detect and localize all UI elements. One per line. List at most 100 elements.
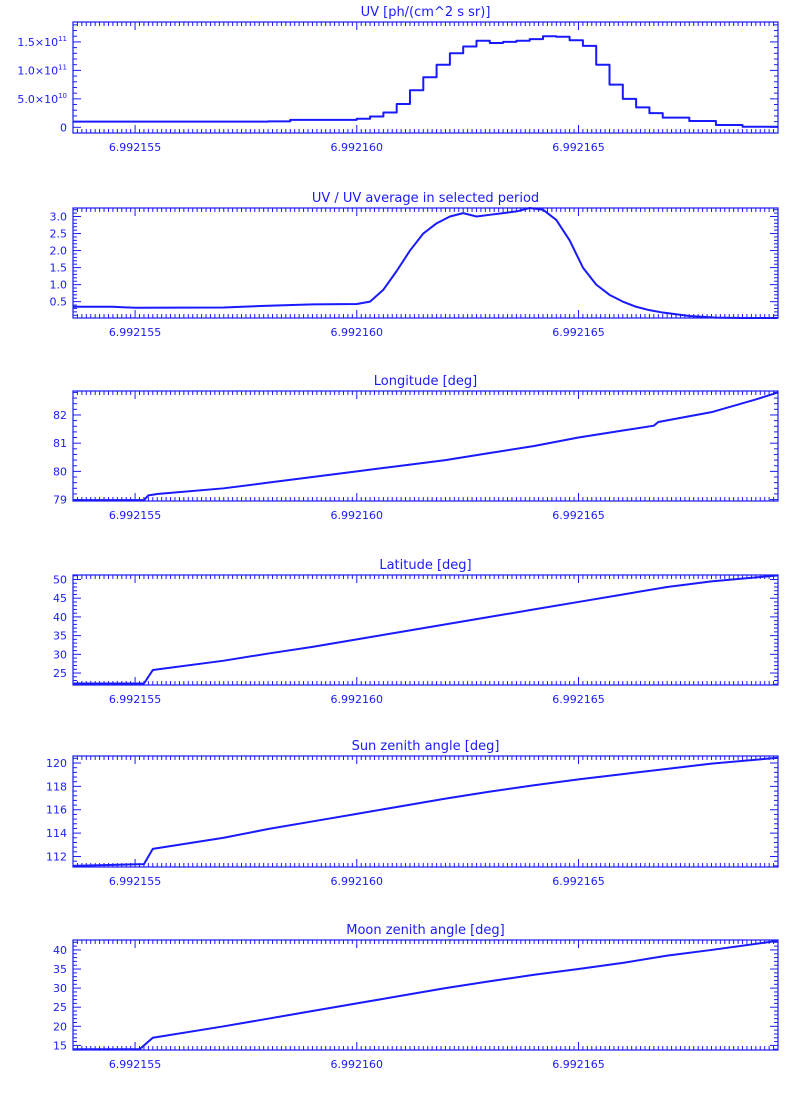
y-tick-mantissa: 25 — [53, 667, 67, 680]
chart-panel-6: Moon zenith angle [deg] 6.992155 6.992160 6… — [53, 923, 779, 1071]
x-tick-label: 6.992155 — [109, 141, 162, 154]
y-tick-label: 5.0×1010 — [17, 92, 67, 106]
series-line-1 — [73, 391, 779, 502]
y-tick-mantissa: 2.5 — [50, 228, 68, 241]
y-tick-label: 82 — [53, 409, 67, 422]
chart-panel-4: Latitude [deg] 6.992155 6.992160 6.992165 25… — [53, 558, 779, 706]
y-tick-mantissa: 40 — [53, 611, 67, 624]
y-tick-mantissa: 45 — [53, 592, 67, 605]
y-tick-exponent: 10 — [58, 92, 67, 100]
series-line-1 — [73, 574, 779, 685]
y-tick-label: 2.5 — [50, 228, 68, 241]
y-tick-label: 3.0 — [50, 211, 68, 224]
x-tick-label: 6.992155 — [109, 326, 162, 339]
x-tick-label: 6.992155 — [109, 875, 162, 888]
y-tick-label: 1.0 — [50, 279, 68, 292]
y-tick-mantissa: 30 — [53, 648, 67, 661]
plot-frame — [72, 755, 779, 868]
y-tick-label: 25 — [53, 1001, 67, 1014]
y-tick-label: 118 — [46, 780, 67, 793]
y-tick-mantissa: 40 — [53, 944, 67, 957]
y-tick-label: 79 — [53, 494, 67, 507]
y-tick-label: 114 — [46, 827, 67, 840]
chart-title: Sun zenith angle [deg] — [352, 739, 500, 754]
y-tick-mantissa: 5.0×10 — [17, 93, 58, 106]
series-line-1 — [72, 756, 779, 867]
x-tick-label: 6.992165 — [552, 1058, 605, 1071]
y-tick-label: 15 — [53, 1039, 67, 1052]
y-tick-mantissa: 81 — [53, 437, 67, 450]
y-tick-label: 120 — [46, 757, 67, 770]
y-tick-mantissa: 82 — [53, 409, 67, 422]
x-tick-label: 6.992160 — [331, 1058, 384, 1071]
y-tick-label: 0 — [60, 121, 67, 134]
y-tick-exponent: 11 — [58, 35, 67, 43]
x-tick-label: 6.992160 — [331, 141, 384, 154]
y-tick-label: 25 — [53, 667, 67, 680]
x-tick-label: 6.992165 — [552, 875, 605, 888]
y-tick-mantissa: 1.0 — [50, 279, 68, 292]
x-tick-label: 6.992165 — [552, 326, 605, 339]
y-tick-mantissa: 3.0 — [50, 211, 68, 224]
series-line-1 — [73, 207, 778, 319]
y-tick-label: 116 — [46, 804, 67, 817]
y-tick-label: 35 — [53, 963, 67, 976]
y-tick-label: 50 — [53, 573, 67, 586]
x-tick-label: 6.992165 — [552, 141, 605, 154]
y-tick-mantissa: 50 — [53, 573, 67, 586]
plot-frame — [72, 21, 779, 134]
y-tick-mantissa: 120 — [46, 757, 67, 770]
plot-frame — [72, 574, 779, 686]
y-tick-mantissa: 112 — [46, 850, 67, 863]
y-tick-label: 30 — [53, 982, 67, 995]
y-tick-mantissa: 1.0×10 — [17, 64, 58, 77]
chart-title: Moon zenith angle [deg] — [346, 923, 504, 938]
y-tick-label: 81 — [53, 437, 67, 450]
x-tick-label: 6.992155 — [109, 509, 162, 522]
y-tick-label: 20 — [53, 1020, 67, 1033]
chart-title: UV / UV average in selected period — [312, 191, 539, 206]
x-tick-label: 6.992160 — [331, 693, 384, 706]
y-tick-mantissa: 79 — [53, 494, 67, 507]
chart-title: UV [ph/(cm^2 s sr)] — [361, 5, 491, 20]
y-tick-mantissa: 30 — [53, 982, 67, 995]
y-tick-mantissa: 35 — [53, 630, 67, 643]
y-tick-label: 40 — [53, 944, 67, 957]
y-tick-mantissa: 0 — [60, 121, 67, 134]
plot-frame — [72, 207, 779, 319]
x-tick-label: 6.992160 — [331, 326, 384, 339]
y-tick-mantissa: 25 — [53, 1001, 67, 1014]
y-tick-label: 80 — [53, 465, 67, 478]
y-tick-label: 45 — [53, 592, 67, 605]
y-tick-mantissa: 118 — [46, 780, 67, 793]
y-tick-label: 40 — [53, 611, 67, 624]
y-tick-mantissa: 2.0 — [50, 245, 68, 258]
y-tick-label: 35 — [53, 630, 67, 643]
x-tick-label: 6.992155 — [109, 693, 162, 706]
y-tick-mantissa: 80 — [53, 465, 67, 478]
x-tick-label: 6.992155 — [109, 1058, 162, 1071]
x-tick-label: 6.992160 — [331, 875, 384, 888]
chart-title: Longitude [deg] — [374, 374, 477, 389]
y-tick-mantissa: 1.5×10 — [17, 36, 58, 49]
x-tick-label: 6.992165 — [552, 509, 605, 522]
series-line-1 — [73, 35, 778, 128]
chart-panel-2: UV / UV average in selected period 6.9921… — [50, 191, 779, 339]
y-tick-mantissa: 0.5 — [50, 296, 68, 309]
x-tick-label: 6.992165 — [552, 693, 605, 706]
chart-panel-1: UV [ph/(cm^2 s sr)] 6.992155 6.992160 6.992… — [17, 5, 779, 154]
y-tick-mantissa: 114 — [46, 827, 67, 840]
x-tick-label: 6.992160 — [331, 509, 384, 522]
plot-frame — [72, 939, 779, 1051]
plot-frame — [72, 390, 779, 502]
y-tick-label: 1.5 — [50, 262, 68, 275]
y-tick-mantissa: 15 — [53, 1039, 67, 1052]
y-tick-label: 2.0 — [50, 245, 68, 258]
y-tick-exponent: 11 — [58, 63, 67, 71]
series-line-1 — [73, 939, 779, 1051]
y-tick-label: 30 — [53, 648, 67, 661]
y-tick-mantissa: 116 — [46, 804, 67, 817]
y-tick-mantissa: 20 — [53, 1020, 67, 1033]
y-tick-mantissa: 35 — [53, 963, 67, 976]
